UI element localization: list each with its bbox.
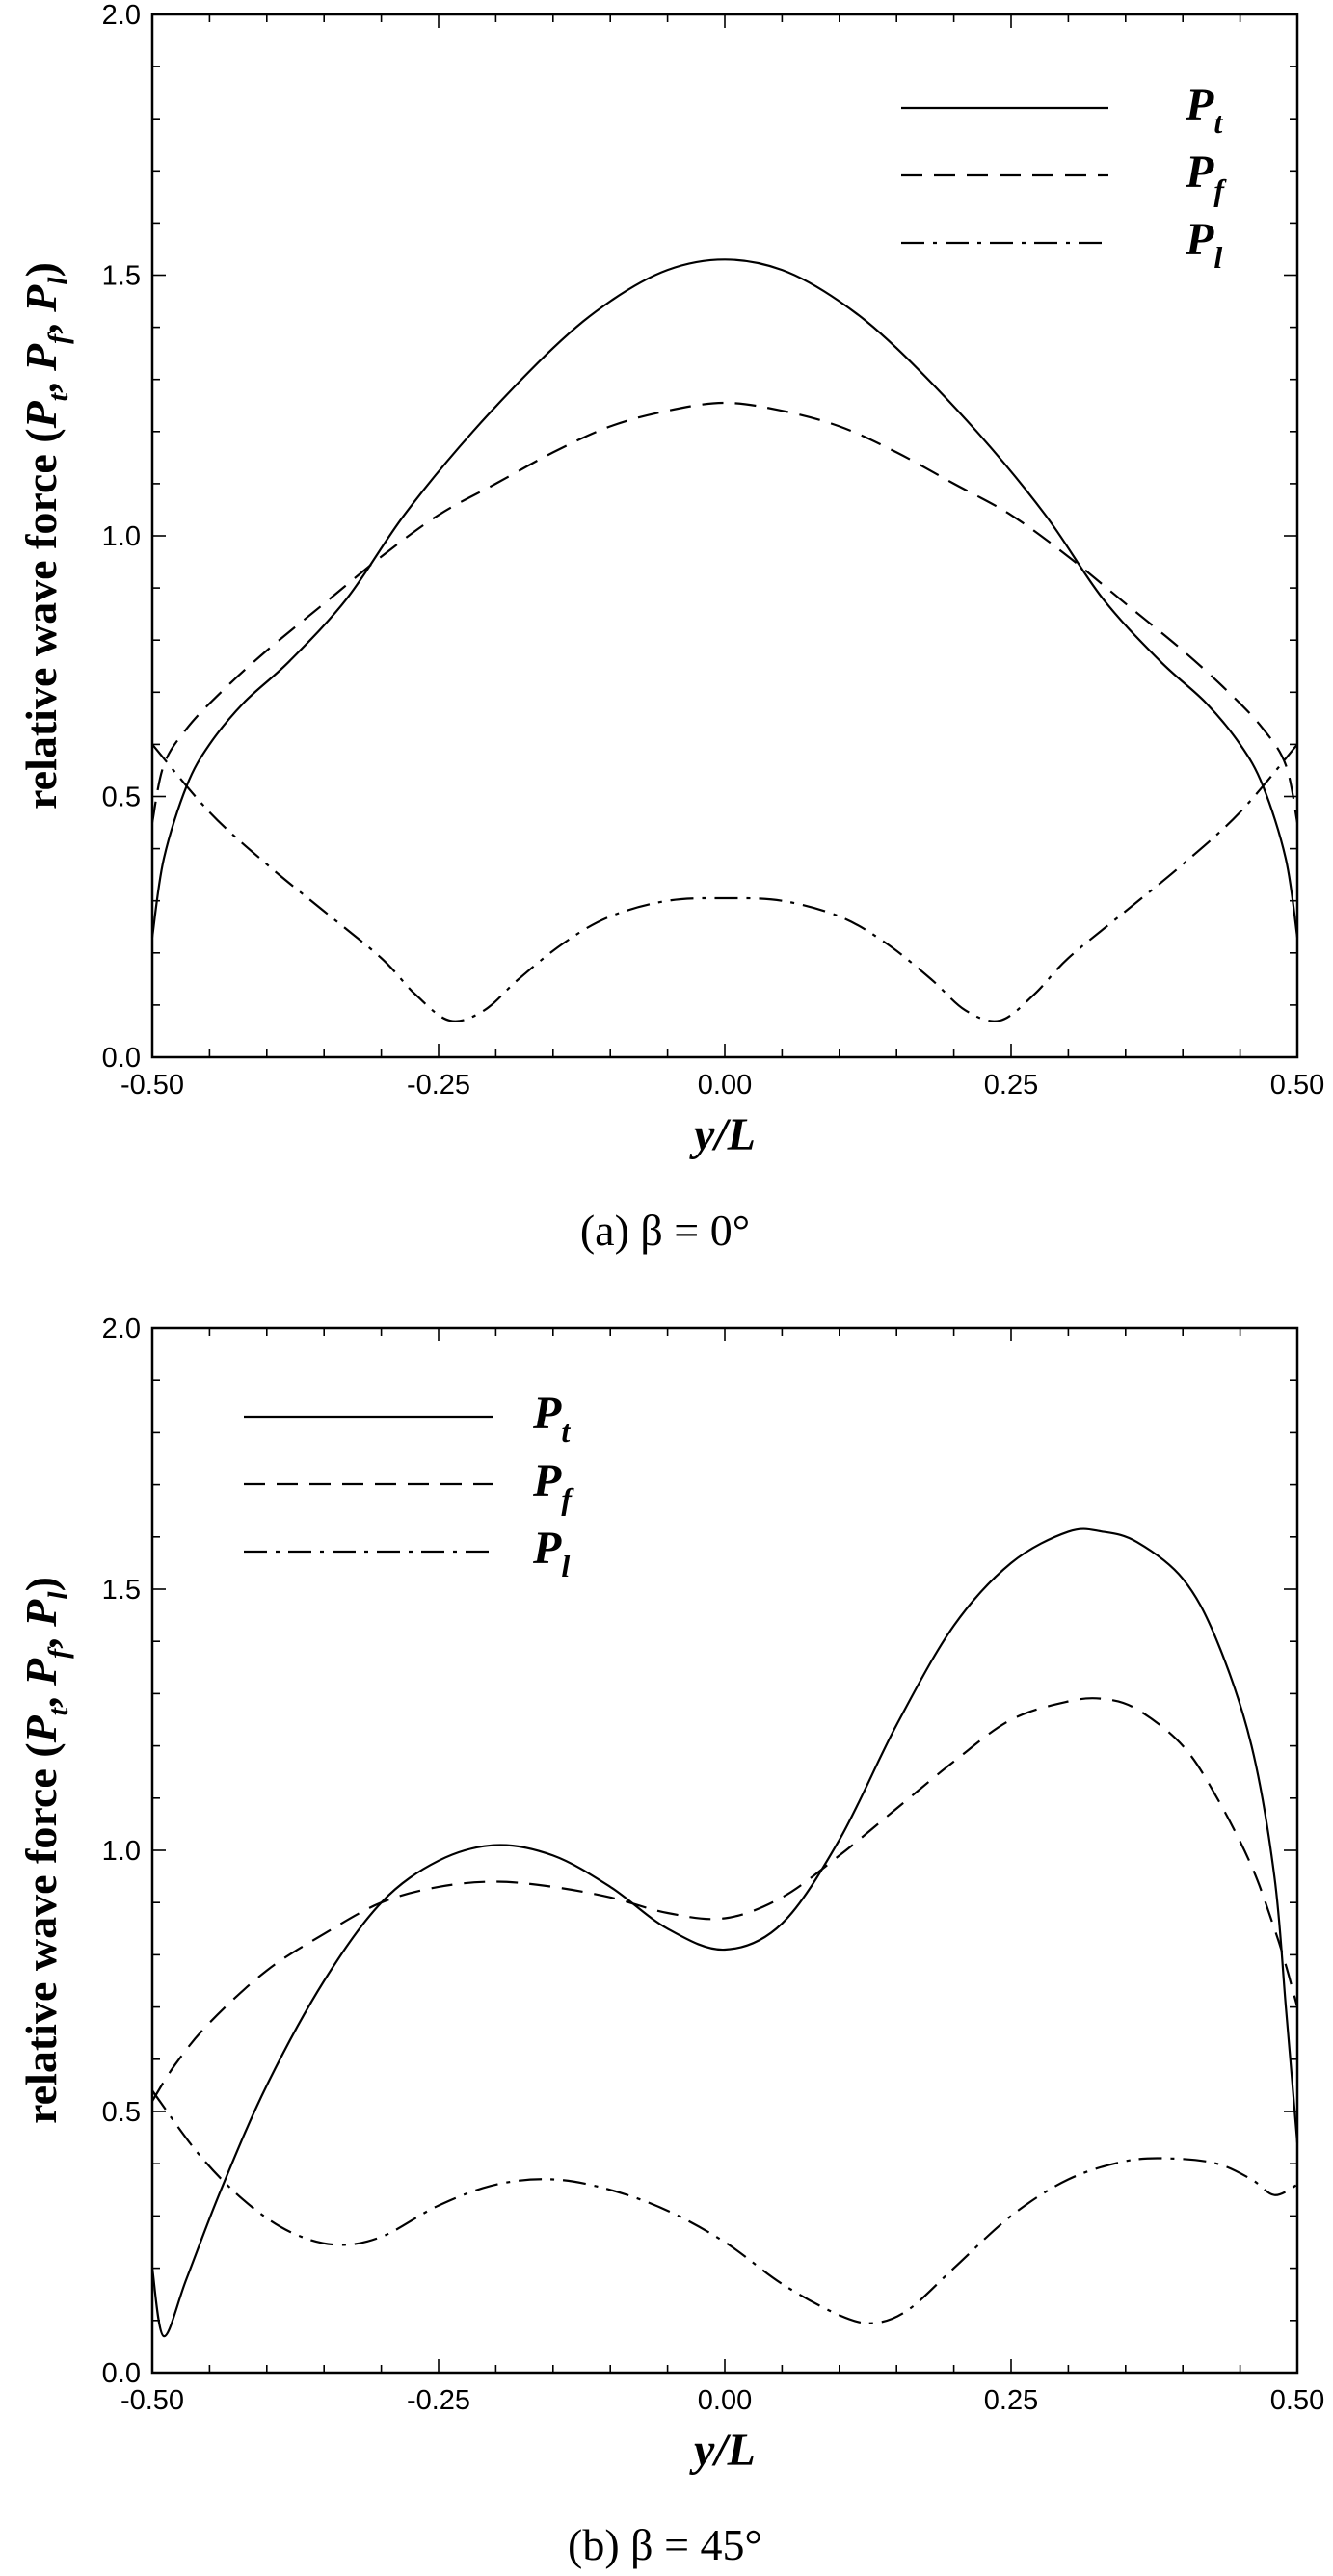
series-line-t: [150, 1527, 1299, 2338]
x-tick-label: 0.00: [698, 1070, 752, 1101]
series-line-l: [151, 743, 1298, 1022]
x-tick-label: -0.25: [407, 1070, 470, 1101]
y-tick-label: 0.5: [102, 783, 141, 813]
y-tick-label: 2.0: [102, 0, 141, 31]
x-tick-label: 0.50: [1270, 2385, 1324, 2416]
x-tick-label: 0.50: [1270, 1070, 1324, 1101]
series-line-t: [150, 258, 1299, 938]
x-tick-label: 0.25: [984, 1070, 1038, 1101]
legend-label-l: Pl: [1185, 214, 1222, 275]
panel-caption: (a) β = 0°: [580, 1206, 750, 1255]
y-tick-label: 2.0: [102, 1314, 141, 1344]
y-axis-title: relative wave force (Pt, Pf, Pl): [16, 1577, 74, 2124]
plot-frame: [150, 13, 1299, 1059]
x-tick-label: -0.50: [120, 1070, 184, 1101]
y-tick-label: 1.0: [102, 521, 141, 552]
y-axis-title: relative wave force (Pt, Pf, Pl): [16, 262, 74, 810]
y-tick-label: 1.0: [102, 1836, 141, 1867]
legend-label-l: Pl: [532, 1523, 570, 1583]
y-tick-label: 0.0: [102, 1043, 141, 1074]
panel-caption: (b) β = 45°: [568, 2520, 762, 2569]
y-tick-label: 1.5: [102, 1575, 141, 1606]
y-tick-label: 0.0: [102, 2358, 141, 2389]
x-tick-label: -0.25: [407, 2385, 470, 2416]
series-line-l: [151, 2089, 1298, 2324]
legend-label-f: Pf: [532, 1455, 574, 1516]
legend-label-t: Pt: [1185, 79, 1223, 140]
x-axis-title: y/L: [689, 1109, 756, 1160]
x-tick-label: 0.25: [984, 2385, 1038, 2416]
legend: Pt Pf Pl: [244, 1388, 574, 1583]
chart-panel-a: 0.00.51.01.52.0-0.50 -0.25 0.00 0.25 0.50PtP…: [16, 0, 1324, 1255]
series-line-f: [150, 401, 1299, 823]
x-tick-label: 0.00: [698, 2385, 752, 2416]
series-line-f: [151, 1697, 1299, 2102]
y-tick-label: 1.5: [102, 261, 141, 292]
legend-label-f: Pf: [1185, 146, 1227, 207]
chart-panel-b: 0.00.51.01.52.0-0.50 -0.25 0.00 0.25 0.50PtP…: [16, 1314, 1324, 2569]
plot-frame: [150, 1326, 1299, 2375]
legend-label-t: Pt: [532, 1388, 571, 1448]
y-tick-label: 0.5: [102, 2097, 141, 2128]
x-axis-title: y/L: [689, 2425, 756, 2476]
x-tick-label: -0.50: [120, 2385, 184, 2416]
